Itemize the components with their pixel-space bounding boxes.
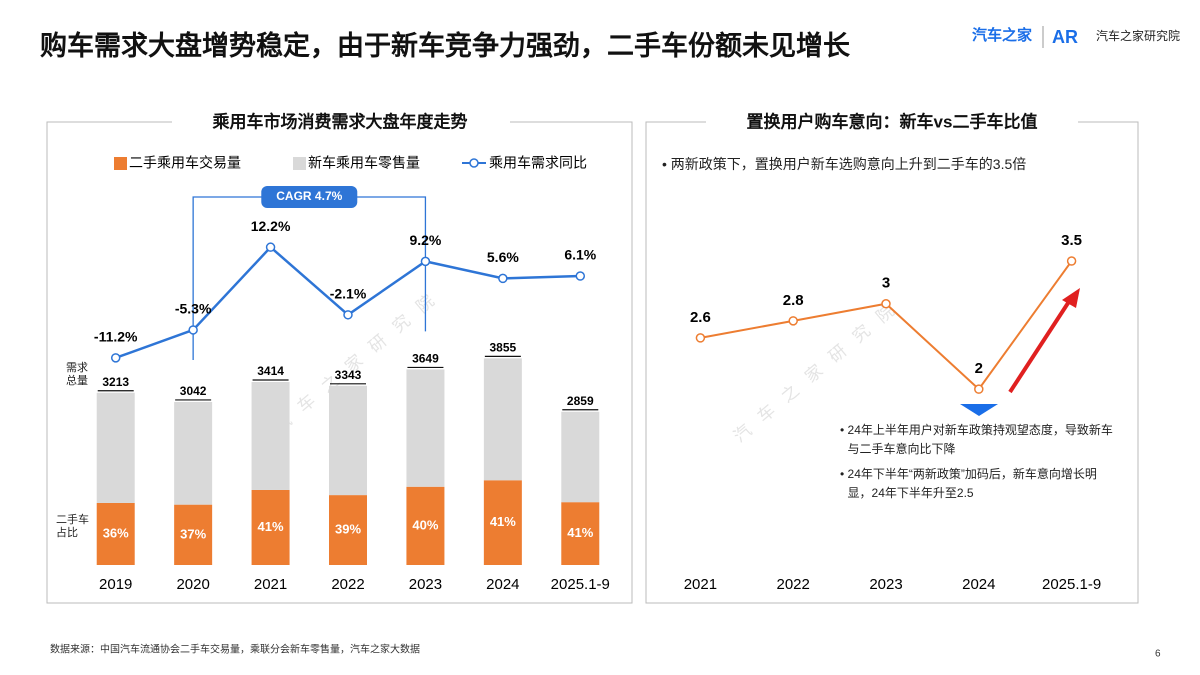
x-tick-label: 2020 (176, 576, 209, 593)
bar-segment (96, 502, 135, 565)
logo-institute: 汽车之家研究院 (1096, 28, 1180, 43)
total-label: 3855 (490, 341, 517, 355)
bar-segment (406, 486, 445, 565)
panel-right (645, 121, 1139, 604)
x-tick-label: 2023 (869, 576, 902, 593)
legend-swatch (114, 157, 127, 170)
data-label: 3 (882, 275, 890, 292)
line-marker (575, 271, 586, 281)
total-label: 3649 (412, 352, 439, 366)
line-marker (343, 310, 353, 320)
page-number: 6 (1155, 649, 1161, 660)
x-tick-label: 2023 (409, 576, 442, 593)
x-tick-label: 2021 (254, 576, 287, 593)
line-marker (788, 316, 798, 326)
cagr-text: CAGR 4.7% (276, 189, 342, 203)
total-label: 2859 (567, 394, 594, 408)
data-label: -11.2% (94, 329, 138, 345)
x-tick-label: 2019 (99, 576, 132, 593)
data-label: 2.6 (690, 309, 711, 326)
bar-segment (329, 385, 367, 496)
total-label: 需求总量 (66, 362, 88, 387)
bar-segment (561, 502, 600, 565)
note-text: 两新政策下，置换用户新车选购意向上升到二手车的3.5倍 (670, 156, 1027, 172)
annotation-list: • 24年上半年用户对新车政策持观望态度，导致新车与二手车意向比下降 • 24年… (840, 421, 1120, 503)
bar-segment (251, 382, 290, 490)
bar-segment (483, 480, 522, 565)
chart-title: 乘用车市场消费需求大盘年度走势 (212, 111, 468, 131)
legend-label: 二手乘用车交易量 (129, 155, 241, 171)
line-marker (265, 242, 276, 252)
cagr-box (261, 186, 358, 208)
bar-segment (561, 411, 600, 503)
legend-swatch (293, 157, 306, 170)
data-label: 6.1% (564, 247, 596, 263)
line-marker (498, 273, 508, 284)
annotation-text: 24年下半年“两新政策”加码后，新车意向增长明显，24年下半年升至2.5 (847, 467, 1097, 500)
source: 数据来源：中国汽车流通协会二手车交易量，乘联分会新车零售量，汽车之家大数据 (50, 643, 420, 656)
data-label: 12.2% (251, 218, 291, 234)
share-label: 39% (335, 521, 361, 536)
x-tick-label: 2022 (777, 576, 810, 593)
share-label: 41% (567, 525, 593, 540)
x-tick-label: 2025.1-9 (551, 576, 610, 593)
line-marker (881, 299, 891, 309)
note: • 两新政策下，置换用户新车选购意向上升到二手车的3.5倍 (662, 156, 1027, 172)
annotation: • 24年下半年“两新政策”加码后，新车意向增长明显，24年下半年升至2.5 (840, 465, 1120, 503)
title-bg (172, 110, 510, 134)
x-tick-label: 2024 (962, 576, 995, 593)
bar-segment (329, 495, 367, 565)
data-label: 2.8 (783, 292, 804, 309)
data-label: 3.5 (1061, 232, 1082, 249)
chart-title: 置换用户购车意向：新车vs二手车比值 (747, 111, 1038, 131)
line-marker (110, 353, 121, 363)
total-label: 3343 (335, 368, 362, 382)
x-tick-label: 2021 (684, 576, 717, 593)
total-label: 3414 (257, 364, 284, 378)
legend-label: 乘用车需求同比 (489, 155, 587, 171)
bar-segment (251, 489, 290, 565)
x-tick-label: 2022 (331, 576, 364, 593)
total-label: 3213 (102, 375, 129, 389)
slide-title: 购车需求大盘增势稳定，由于新车竞争力强劲，二手车份额未见增长 (40, 30, 851, 61)
bar-segment (96, 392, 135, 503)
logo-brand: 汽车之家 (972, 26, 1032, 44)
data-label: -2.1% (330, 286, 367, 302)
bar-segment (483, 358, 522, 481)
share-label: 40% (412, 517, 438, 532)
line-marker (188, 325, 198, 335)
bar-segment (174, 504, 213, 565)
data-label: 9.2% (409, 232, 441, 248)
data-label: 2 (975, 360, 983, 377)
share-label: 二手车占比 (56, 514, 89, 539)
bar-segment (406, 369, 445, 487)
data-label: 5.6% (487, 249, 519, 265)
annotation-text: 24年上半年用户对新车政策持观望态度，导致新车与二手车意向比下降 (847, 423, 1113, 456)
dip-marker (960, 404, 998, 416)
total-label: 3042 (180, 384, 207, 398)
share-label: 41% (490, 514, 516, 529)
share-label: 36% (103, 525, 129, 540)
bar-segment (174, 401, 213, 505)
share-label: 41% (258, 519, 284, 534)
rise-arrow-head (1062, 288, 1080, 308)
legend-marker (469, 158, 479, 168)
logo-mark: AR (1052, 27, 1078, 47)
rise-arrow (1008, 298, 1072, 394)
x-tick-label: 2025.1-9 (1042, 576, 1101, 593)
share-label: 37% (180, 526, 206, 541)
data-label: -5.3% (175, 301, 212, 317)
annotation: • 24年上半年用户对新车政策持观望态度，导致新车与二手车意向比下降 (840, 421, 1120, 459)
legend-label: 新车乘用车零售量 (308, 155, 420, 171)
line-marker (974, 384, 984, 394)
line-marker (695, 333, 706, 343)
x-tick-label: 2024 (486, 576, 519, 593)
line-marker (420, 256, 431, 267)
line-marker (1066, 256, 1077, 266)
title-bg (706, 110, 1078, 134)
